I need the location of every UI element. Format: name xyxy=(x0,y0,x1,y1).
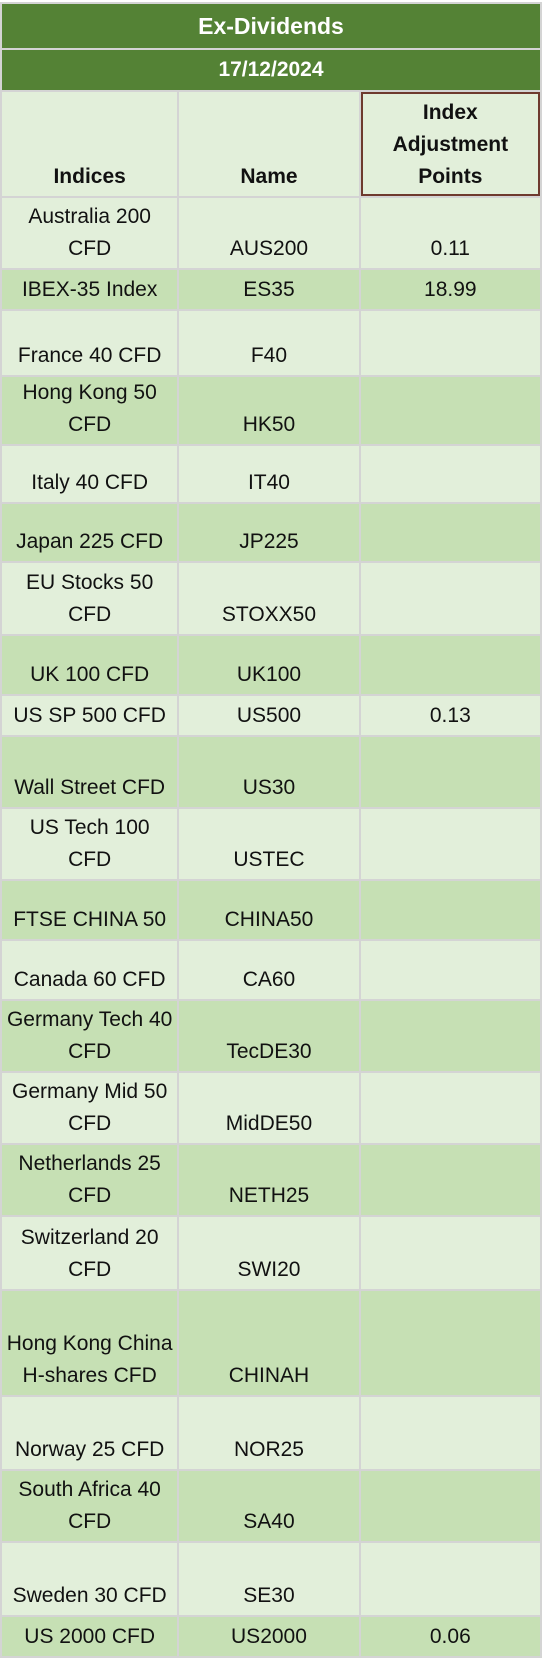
table-row: Hong Kong 50 CFD HK50 xyxy=(2,377,540,444)
table-row: EU Stocks 50 CFD STOXX50 xyxy=(2,563,540,634)
points-cell xyxy=(360,636,540,694)
index-cell: Canada 60 CFD xyxy=(2,941,178,999)
index-cell: UK 100 CFD xyxy=(2,636,178,694)
name-cell: STOXX50 xyxy=(179,563,359,634)
index-cell: Sweden 30 CFD xyxy=(2,1543,178,1615)
index-cell: US Tech 100 CFD xyxy=(2,809,178,879)
table-row: South Africa 40 CFD SA40 xyxy=(2,1471,540,1541)
table-row: Sweden 30 CFD SE30 xyxy=(2,1543,540,1615)
points-cell: 18.99 xyxy=(360,270,540,309)
points-cell xyxy=(360,504,540,561)
name-cell: SA40 xyxy=(179,1471,359,1541)
index-cell: Italy 40 CFD xyxy=(2,446,178,502)
index-cell: Hong Kong 50 CFD xyxy=(2,377,178,444)
name-cell: NOR25 xyxy=(179,1397,359,1469)
index-cell: Switzerland 20 CFD xyxy=(2,1217,178,1289)
index-cell: Norway 25 CFD xyxy=(2,1397,178,1469)
points-cell xyxy=(360,377,540,444)
name-cell: NETH25 xyxy=(179,1145,359,1215)
name-cell: CA60 xyxy=(179,941,359,999)
points-cell xyxy=(360,311,540,375)
table-row: France 40 CFD F40 xyxy=(2,311,540,375)
name-cell: TecDE30 xyxy=(179,1001,359,1071)
date: 17/12/2024 xyxy=(2,50,540,90)
column-header: Indices xyxy=(2,92,178,196)
index-cell: Australia 200 CFD xyxy=(2,198,178,268)
table-body: Ex-Dividends 17/12/2024 Indices Name Ind… xyxy=(2,4,540,1656)
table-row: US Tech 100 CFD USTEC xyxy=(2,809,540,879)
points-cell: 0.11 xyxy=(360,198,540,268)
name-cell: US500 xyxy=(179,696,359,735)
points-cell xyxy=(360,1001,540,1071)
name-cell: MidDE50 xyxy=(179,1073,359,1143)
index-cell: South Africa 40 CFD xyxy=(2,1471,178,1541)
table-row: US SP 500 CFD US500 0.13 xyxy=(2,696,540,735)
table-row: UK 100 CFD UK100 xyxy=(2,636,540,694)
points-cell xyxy=(360,809,540,879)
index-cell: EU Stocks 50 CFD xyxy=(2,563,178,634)
index-cell: Japan 225 CFD xyxy=(2,504,178,561)
points-cell xyxy=(360,446,540,502)
index-cell: Hong Kong China H-shares CFD xyxy=(2,1291,178,1395)
table-row: Germany Mid 50 CFD MidDE50 xyxy=(2,1073,540,1143)
name-cell: IT40 xyxy=(179,446,359,502)
index-cell: US 2000 CFD xyxy=(2,1617,178,1656)
title: Ex-Dividends xyxy=(2,4,540,48)
table-row: Switzerland 20 CFD SWI20 xyxy=(2,1217,540,1289)
column-header: Index Adjustment Points xyxy=(360,92,540,196)
index-cell: US SP 500 CFD xyxy=(2,696,178,735)
index-cell: Wall Street CFD xyxy=(2,737,178,807)
table-row: Netherlands 25 CFD NETH25 xyxy=(2,1145,540,1215)
name-cell: JP225 xyxy=(179,504,359,561)
name-cell: F40 xyxy=(179,311,359,375)
points-cell xyxy=(360,1145,540,1215)
points-cell xyxy=(360,1291,540,1395)
table-row: Japan 225 CFD JP225 xyxy=(2,504,540,561)
name-cell: SWI20 xyxy=(179,1217,359,1289)
points-cell xyxy=(360,1543,540,1615)
table-row: IBEX-35 Index ES35 18.99 xyxy=(2,270,540,309)
name-cell: ES35 xyxy=(179,270,359,309)
index-cell: Netherlands 25 CFD xyxy=(2,1145,178,1215)
name-cell: US30 xyxy=(179,737,359,807)
points-cell xyxy=(360,1217,540,1289)
table-row: Hong Kong China H-shares CFD CHINAH xyxy=(2,1291,540,1395)
table-row: FTSE CHINA 50 CHINA50 xyxy=(2,881,540,939)
index-cell: FTSE CHINA 50 xyxy=(2,881,178,939)
name-cell: CHINAH xyxy=(179,1291,359,1395)
table-row: Wall Street CFD US30 xyxy=(2,737,540,807)
index-cell: Germany Mid 50 CFD xyxy=(2,1073,178,1143)
name-cell: HK50 xyxy=(179,377,359,444)
name-cell: US2000 xyxy=(179,1617,359,1656)
name-cell: SE30 xyxy=(179,1543,359,1615)
header-row: Indices Name Index Adjustment Points xyxy=(2,92,540,196)
table-row: Germany Tech 40 CFD TecDE30 xyxy=(2,1001,540,1071)
name-cell: UK100 xyxy=(179,636,359,694)
points-cell: 0.13 xyxy=(360,696,540,735)
index-cell: IBEX-35 Index xyxy=(2,270,178,309)
points-cell xyxy=(360,1471,540,1541)
index-cell: France 40 CFD xyxy=(2,311,178,375)
title-row: Ex-Dividends xyxy=(2,4,540,48)
name-cell: USTEC xyxy=(179,809,359,879)
points-cell: 0.06 xyxy=(360,1617,540,1656)
table-row: Canada 60 CFD CA60 xyxy=(2,941,540,999)
points-cell xyxy=(360,1397,540,1469)
name-cell: AUS200 xyxy=(179,198,359,268)
table-row: Norway 25 CFD NOR25 xyxy=(2,1397,540,1469)
points-cell xyxy=(360,941,540,999)
date-row: 17/12/2024 xyxy=(2,50,540,90)
table-row: US 2000 CFD US2000 0.06 xyxy=(2,1617,540,1656)
name-cell: CHINA50 xyxy=(179,881,359,939)
points-cell xyxy=(360,563,540,634)
points-cell xyxy=(360,737,540,807)
column-header: Name xyxy=(179,92,359,196)
index-cell: Germany Tech 40 CFD xyxy=(2,1001,178,1071)
points-cell xyxy=(360,881,540,939)
points-cell xyxy=(360,1073,540,1143)
table-row: Italy 40 CFD IT40 xyxy=(2,446,540,502)
table-row: Australia 200 CFD AUS200 0.11 xyxy=(2,198,540,268)
